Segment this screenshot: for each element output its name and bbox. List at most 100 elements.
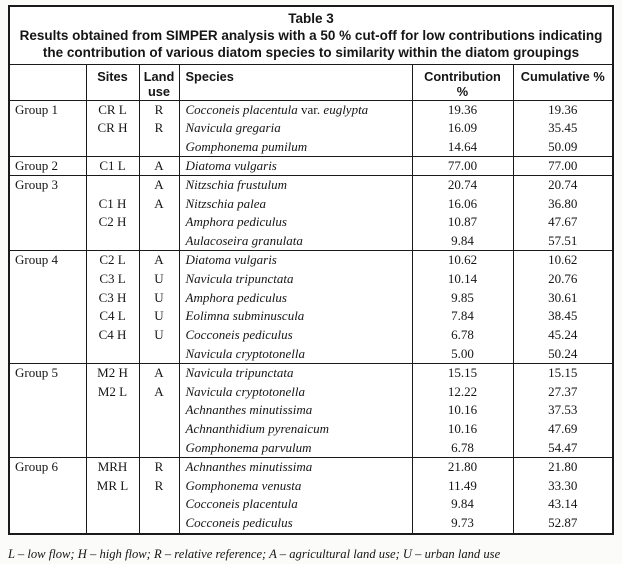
site-cell <box>85 344 139 364</box>
header-cumulative-label: Cumulative % <box>520 69 605 84</box>
cumulative-cell: 54.47 <box>512 438 612 458</box>
header-land-use-label: Land use <box>143 69 175 99</box>
cumulative-cell: 57.51 <box>512 231 612 251</box>
table-row: Cocconeis placentula 9.84 43.14 <box>10 494 612 514</box>
site-cell <box>85 400 139 420</box>
contribution-cell: 6.78 <box>411 325 513 345</box>
cumulative-cell: 77.00 <box>512 155 612 176</box>
land-use-cell: R <box>138 118 179 138</box>
contribution-cell: 9.85 <box>411 288 513 307</box>
group-label-cell <box>10 307 86 326</box>
table-row: Group 3 A Nitzschia frustulum 20.74 20.74 <box>10 174 612 195</box>
site-cell: C3 L <box>85 269 139 289</box>
group-label-cell <box>10 495 86 514</box>
land-use-cell: R <box>138 456 179 477</box>
species-cell: Achnanthes minutissima <box>178 400 412 420</box>
site-cell: M2 L <box>85 382 139 401</box>
land-use-cell <box>138 212 179 232</box>
land-use-cell: R <box>138 476 179 495</box>
site-cell: C4 H <box>85 325 139 345</box>
land-use-cell: U <box>138 269 179 289</box>
species-cell: Amphora pediculus <box>178 212 412 232</box>
table-row: C3 L U Navicula tripunctata 10.14 20.76 <box>10 269 612 289</box>
table-row: Achnanthes minutissima 10.16 37.53 <box>10 400 612 420</box>
contribution-cell: 10.16 <box>411 419 513 439</box>
species-cell: Achnanthidium pyrenaicum <box>178 419 412 439</box>
header-sites: Sites <box>85 65 139 101</box>
contribution-cell: 12.22 <box>411 382 513 401</box>
land-use-cell: A <box>138 174 179 195</box>
species-cell: Aulacoseira granulata <box>178 231 412 251</box>
site-cell: MRH <box>85 456 139 477</box>
land-use-cell <box>138 344 179 364</box>
cumulative-cell: 38.45 <box>512 306 612 326</box>
table3-frame: Table 3 Results obtained from SIMPER ana… <box>8 5 614 535</box>
contribution-cell: 14.64 <box>411 137 513 157</box>
contribution-cell: 9.73 <box>411 513 513 533</box>
cumulative-cell: 50.09 <box>512 137 612 157</box>
cumulative-cell: 37.53 <box>512 400 612 420</box>
species-cell: Nitzschia frustulum <box>178 174 412 195</box>
land-use-cell <box>138 513 179 533</box>
contribution-cell: 6.78 <box>411 438 513 458</box>
contribution-cell: 5.00 <box>411 344 513 364</box>
site-cell: C2 H <box>85 212 139 232</box>
species-cell: Achnanthes minutissima <box>178 456 412 477</box>
land-use-cell <box>138 419 179 439</box>
species-cell: Gomphonema parvulum <box>178 438 412 458</box>
group-label-cell: Group 5 <box>10 362 86 383</box>
species-cell: Amphora pediculus <box>178 288 412 307</box>
site-cell: C4 L <box>85 306 139 326</box>
contribution-cell: 16.09 <box>411 118 513 138</box>
land-use-cell: A <box>138 382 179 401</box>
land-use-cell: A <box>138 194 179 213</box>
table-row: Navicula cryptotonella 5.00 50.24 <box>10 344 612 364</box>
site-cell: MR L <box>85 476 139 495</box>
species-cell: Cocconeis pediculus <box>178 325 412 345</box>
cumulative-cell: 43.14 <box>512 494 612 514</box>
table-row: Aulacoseira granulata 9.84 57.51 <box>10 231 612 251</box>
cumulative-cell: 35.45 <box>512 118 612 138</box>
table-number: Table 3 <box>288 11 334 26</box>
header-contribution-label: Contribution % <box>424 69 501 99</box>
contribution-cell: 10.16 <box>411 400 513 420</box>
group-label-cell <box>10 269 86 288</box>
group-label-cell: Group 3 <box>10 174 86 195</box>
site-cell <box>85 419 139 439</box>
land-use-cell <box>138 137 179 157</box>
cumulative-cell: 52.87 <box>512 513 612 533</box>
site-cell: C3 H <box>85 288 139 307</box>
land-use-cell: U <box>138 306 179 326</box>
contribution-cell: 20.74 <box>411 174 513 195</box>
header-contribution: Contribution % <box>411 65 513 101</box>
group-label-cell <box>10 232 86 251</box>
contribution-cell: 15.15 <box>411 362 513 383</box>
group-label-cell: Group 6 <box>10 456 86 477</box>
species-cell: Navicula cryptotonella <box>178 382 412 401</box>
group-label-cell: Group 4 <box>10 250 86 270</box>
land-use-cell: U <box>138 288 179 307</box>
cumulative-cell: 30.61 <box>512 288 612 307</box>
site-cell: CR L <box>85 99 139 119</box>
site-cell: C2 L <box>85 250 139 270</box>
table-row: MR L R Gomphonema venusta 11.49 33.30 <box>10 476 612 495</box>
table-row: CR H R Navicula gregaria 16.09 35.45 <box>10 118 612 138</box>
contribution-cell: 10.14 <box>411 269 513 289</box>
site-cell <box>85 137 139 157</box>
table-footnote: L – low flow; H – high flow; R – relativ… <box>8 547 501 561</box>
header-row: Sites Land use Species Contribution % Cu… <box>10 65 612 101</box>
cumulative-cell: 15.15 <box>512 362 612 383</box>
group-label-cell <box>10 213 86 232</box>
site-cell: M2 H <box>85 362 139 383</box>
species-cell: Cocconeis placentula var. euglypta <box>178 99 412 119</box>
site-cell <box>85 513 139 533</box>
species-cell: Nitzschia palea <box>178 194 412 213</box>
table-row: C4 H U Cocconeis pediculus 6.78 45.24 <box>10 325 612 345</box>
cumulative-cell: 10.62 <box>512 250 612 270</box>
group-label-cell <box>10 401 86 420</box>
land-use-cell: R <box>138 99 179 119</box>
cumulative-cell: 20.76 <box>512 269 612 289</box>
table-row: Gomphonema parvulum 6.78 54.47 <box>10 438 612 458</box>
table-row: Group 5 M2 H A Navicula tripunctata 15.15 15.… <box>10 362 612 383</box>
